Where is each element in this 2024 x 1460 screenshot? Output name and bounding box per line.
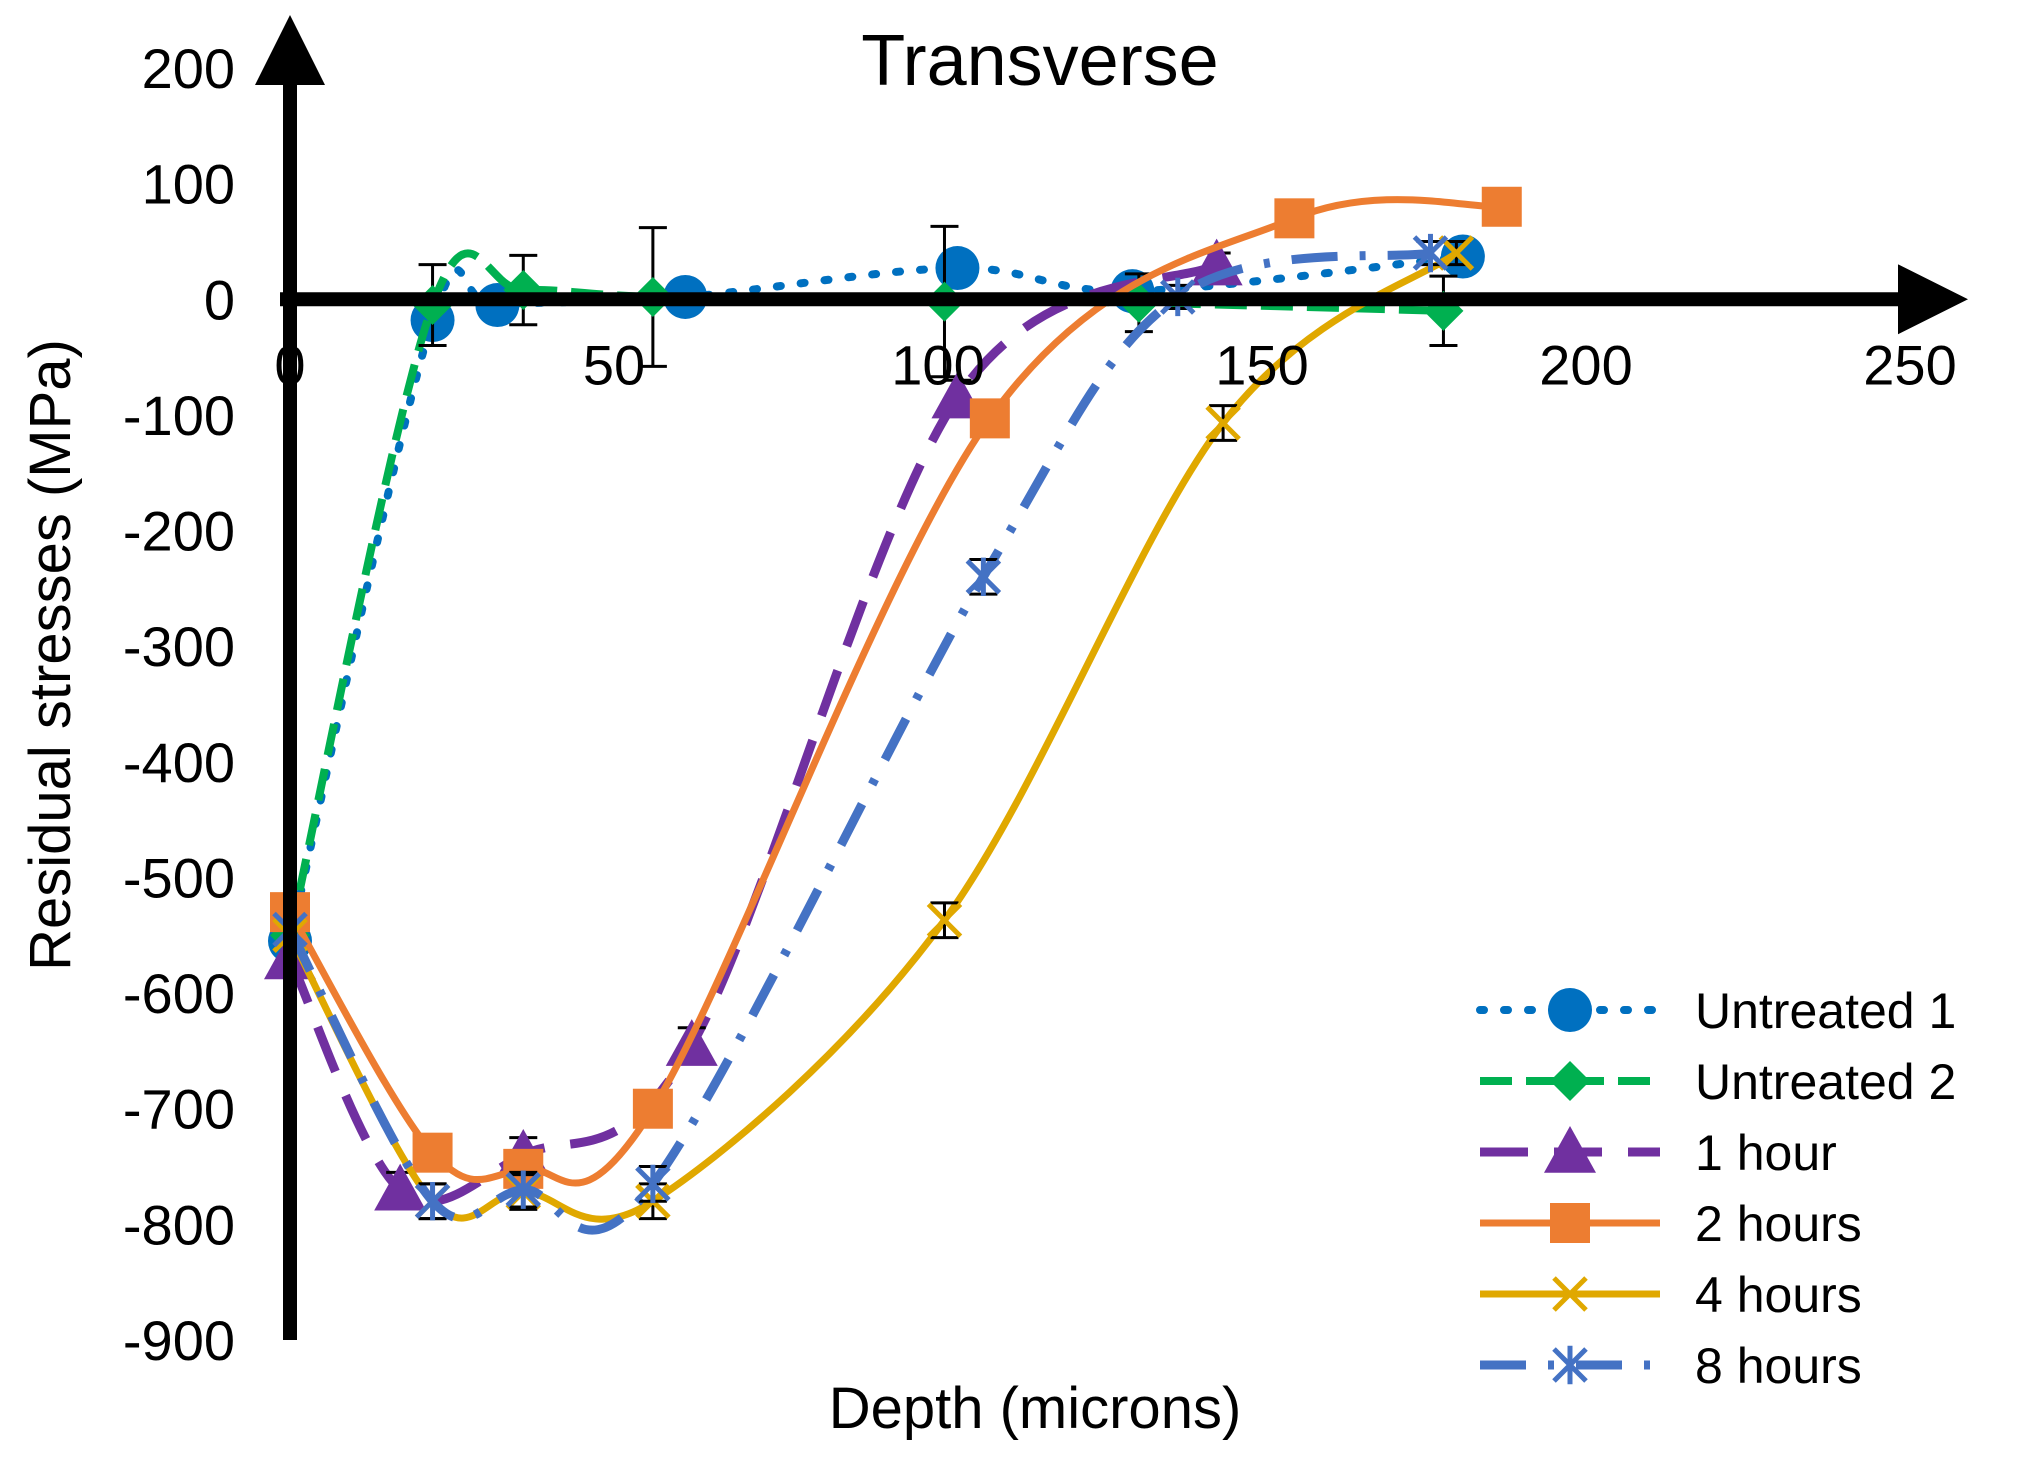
y-tick-label: 100 — [142, 153, 235, 216]
data-point — [1274, 198, 1315, 239]
data-point — [635, 1164, 671, 1204]
y-tick-label: 0 — [204, 268, 235, 331]
chart-title: Transverse — [861, 21, 1218, 101]
series-2-hours — [270, 186, 1522, 1189]
x-tick-label: 250 — [1863, 333, 1956, 396]
legend-entry: Untreated 2 — [1480, 1054, 1956, 1110]
data-point — [505, 1170, 542, 1209]
legend-entry: 1 hour — [1480, 1125, 1837, 1181]
y-tick-label: -400 — [123, 731, 235, 794]
y-tick-label: -900 — [123, 1309, 235, 1372]
data-point — [935, 246, 980, 291]
data-point — [1438, 235, 1475, 271]
y-tick-label: -600 — [123, 962, 235, 1025]
legend-label: 1 hour — [1695, 1125, 1837, 1181]
x-tick-label: 50 — [583, 333, 645, 396]
data-point — [412, 1132, 453, 1173]
series-line — [286, 248, 1432, 1235]
legend-marker — [1552, 1276, 1588, 1312]
legend-marker — [1550, 1061, 1590, 1101]
legend-marker — [1550, 1203, 1590, 1243]
x-tick-label: 200 — [1539, 333, 1632, 396]
series-line — [286, 250, 1459, 1223]
legend-marker — [1548, 988, 1592, 1032]
y-tick-label: -200 — [123, 500, 235, 563]
series-line — [285, 260, 1219, 1206]
data-point — [632, 1088, 673, 1129]
data-point — [969, 398, 1010, 439]
legend: Untreated 1 Untreated 2 1 hour 2 hours 4 hou… — [1476, 983, 1956, 1394]
legend-label: Untreated 1 — [1695, 983, 1956, 1039]
x-tick-label: 0 — [274, 333, 305, 396]
legend-marker — [1552, 1345, 1588, 1385]
legend-label: Untreated 2 — [1695, 1054, 1956, 1110]
legend-entry: Untreated 1 — [1476, 983, 1956, 1039]
y-tick-label: -300 — [123, 615, 235, 678]
y-axis-title: Residual stresses (MPa) — [18, 339, 83, 971]
data-point — [926, 902, 963, 939]
tick-labels: 0 50 100 150 200 250 200 100 0 -100 -200 -300 -400 -5… — [123, 37, 1957, 1372]
x-tick-label: 100 — [891, 333, 984, 396]
y-tick-label: -500 — [123, 846, 235, 909]
data-point — [965, 557, 1002, 596]
data-point — [1481, 186, 1522, 227]
x-axis-title: Depth (microns) — [829, 1376, 1242, 1441]
axes-layer — [255, 15, 1968, 1340]
data-point — [1412, 233, 1449, 273]
legend-entry: 4 hours — [1480, 1267, 1862, 1323]
data-point — [1205, 405, 1241, 441]
legend-label: 8 hours — [1695, 1338, 1862, 1394]
y-tick-label: 200 — [142, 37, 235, 100]
x-tick-label: 150 — [1215, 333, 1308, 396]
legend-marker — [1544, 1126, 1596, 1173]
y-tick-label: -700 — [123, 1078, 235, 1141]
legend-label: 2 hours — [1695, 1196, 1862, 1252]
legend-label: 4 hours — [1695, 1267, 1862, 1323]
y-tick-label: -100 — [123, 384, 235, 447]
legend-entry: 8 hours — [1480, 1338, 1862, 1394]
legend-entry: 2 hours — [1480, 1196, 1862, 1252]
data-point — [414, 1182, 451, 1221]
data-point — [374, 1163, 427, 1211]
y-tick-label: -800 — [123, 1193, 235, 1256]
